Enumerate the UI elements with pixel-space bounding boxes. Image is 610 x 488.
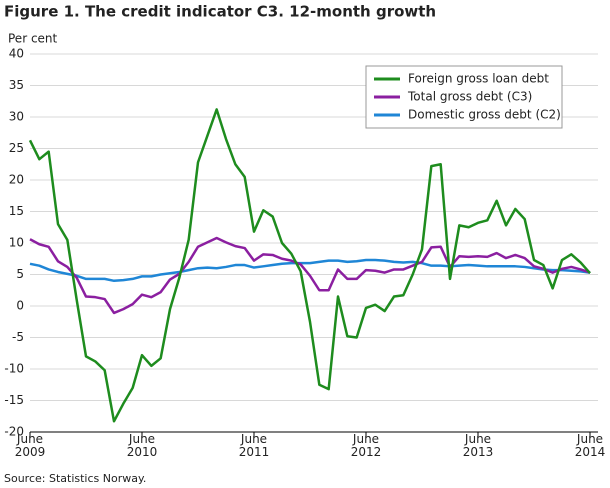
y-tick-label: -15 [4,393,24,407]
series-line [28,108,591,423]
y-tick-label: 15 [9,204,24,218]
y-tick-label: -20 [4,425,24,439]
y-tick-label: 10 [9,236,24,250]
legend-label: Total gross debt (C3) [407,90,532,104]
x-tick-label: June 2012 [350,432,382,459]
series-line [29,236,591,315]
y-axis-label: Per cent [8,32,58,46]
y-tick-label: 20 [9,173,24,187]
y-tick-label: 25 [9,141,24,155]
y-tick-label: 5 [16,267,24,281]
y-tick-label: 0 [16,299,24,313]
chart-title: Figure 1. The credit indicator C3. 12-mo… [4,3,436,21]
series-line [29,258,591,283]
legend-label: Domestic gross debt (C2) [408,108,561,122]
y-tick-label: 30 [9,110,24,124]
x-tick-label: June 2014 [574,432,606,459]
source: Source: Statistics Norway. [4,472,146,485]
x-tick-label: June 2011 [238,432,270,459]
x-tick-label: June 2010 [126,432,158,459]
y-tick-label: -10 [4,362,24,376]
y-tick-label: 35 [9,78,24,92]
x-tick-label: June 2013 [462,432,494,459]
y-tick-label: -5 [12,330,24,344]
x-tick-label: June 2009 [14,432,46,459]
legend-label: Foreign gross loan debt [408,72,549,86]
y-tick-label: 40 [9,47,24,61]
